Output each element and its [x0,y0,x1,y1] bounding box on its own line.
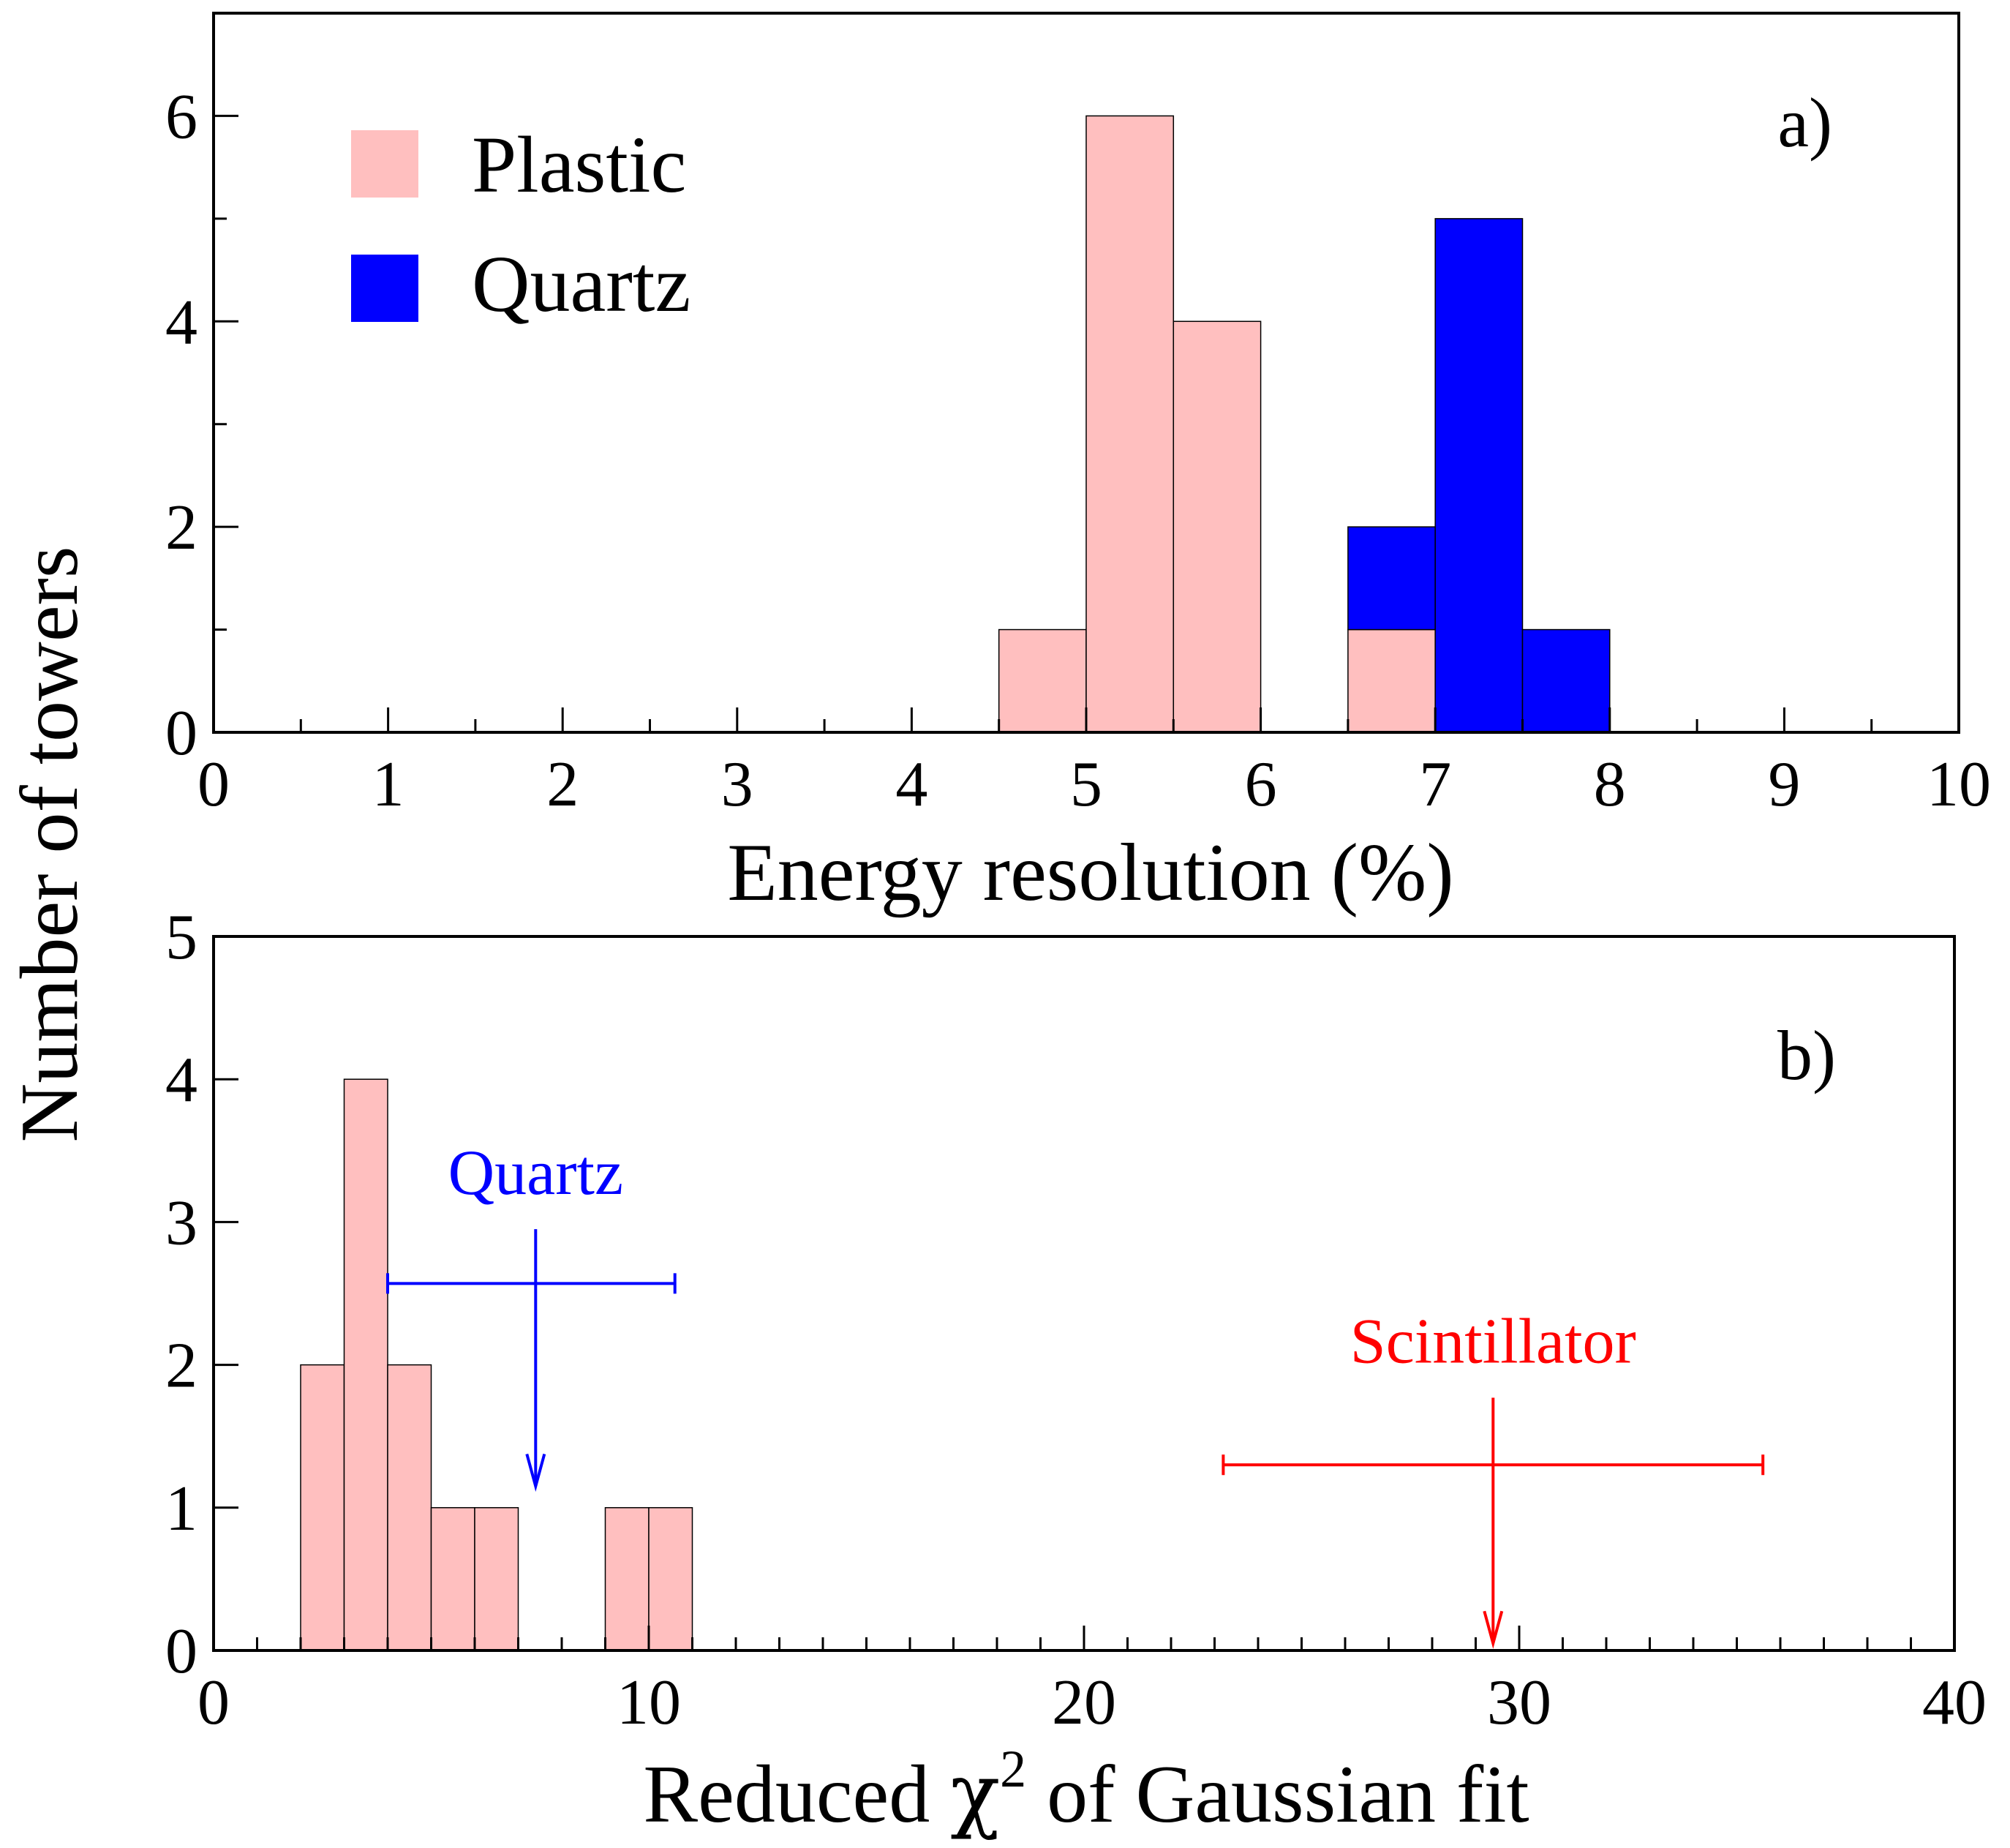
bar-plastic-3 [343,1078,388,1651]
legend-label-plastic: Plastic [472,120,686,209]
bar-plastic-9 [604,1507,650,1651]
annotation-label: Quartz [448,1138,623,1209]
panel-b-x-axis-label: Reduced χ2 of Gaussian fit [643,1740,1529,1841]
panel-a-x-axis-label: Energy resolution (%) [727,827,1453,918]
panel-a-x-tick-labels: 0 1 2 3 4 5 6 7 8 9 10 [197,749,1991,820]
panel-a-label: a) [1777,83,1832,162]
arrow-head [1483,1610,1504,1649]
bar-quartz-6.5 [1347,526,1436,631]
x-label-chi-symbol: χ [950,1746,1000,1841]
y-tick-label: 0 [165,698,197,769]
x-tick-label: 10 [617,1667,681,1738]
bar-plastic-5 [430,1507,475,1651]
bar-plastic-6.5 [1347,628,1436,733]
panel-a-bars [998,115,1611,733]
x-tick-label: 6 [1245,749,1277,820]
legend-swatch-plastic [351,130,418,198]
panel-a-frame [212,12,1960,734]
y-tick-label: 4 [165,287,197,358]
y-tick-label: 2 [165,1331,197,1402]
bar-quartz-7.5 [1521,628,1611,733]
bar-plastic-5.5 [1172,320,1262,733]
x-label-prefix: Reduced [643,1749,950,1840]
x-tick-label: 40 [1922,1667,1987,1738]
x-tick-label: 9 [1768,749,1800,820]
legend: Plastic Quartz [351,120,690,328]
annotation-label: Scintillator [1350,1306,1636,1377]
panel-b-x-tick-labels: 0 10 20 30 40 [197,1667,1987,1738]
x-tick-label: 10 [1927,749,1991,820]
x-label-suffix: of Gaussian fit [1026,1749,1529,1840]
x-tick-label: 4 [895,749,927,820]
x-tick-label: 1 [372,749,404,820]
x-tick-label: 5 [1070,749,1102,820]
x-label-superscript: 2 [1000,1740,1026,1798]
y-tick-label: 5 [165,902,197,973]
bar-plastic-4.5 [998,628,1087,733]
x-tick-label: 30 [1487,1667,1551,1738]
panel-b-label: b) [1777,1016,1836,1094]
y-tick-label: 1 [165,1473,197,1544]
y-axis-label: Number of towers [4,546,95,1143]
panel-b-frame [212,935,1956,1652]
y-tick-label: 0 [165,1616,197,1687]
panel-b-annotations: Quartz Scintillator [386,1138,1765,1649]
x-tick-label: 2 [546,749,579,820]
panel-b-y-tick-labels: 0 1 2 3 4 5 [165,902,197,1687]
x-tick-label: 7 [1419,749,1451,820]
bar-quartz-7 [1434,218,1524,733]
legend-swatch-quartz [351,255,418,322]
arrow-head [525,1453,546,1492]
y-tick-label: 6 [165,81,197,152]
x-tick-label: 3 [721,749,753,820]
y-tick-label: 2 [165,492,197,563]
bar-plastic-5 [1085,115,1175,733]
legend-label-quartz: Quartz [472,239,690,328]
annotation-scintillator: Scintillator [1222,1306,1765,1649]
bar-plastic-10 [648,1507,693,1651]
x-tick-label: 0 [197,749,230,820]
bar-plastic-2 [300,1364,345,1651]
x-tick-label: 20 [1052,1667,1116,1738]
y-tick-label: 4 [165,1045,197,1116]
annotation-quartz: Quartz [386,1138,677,1492]
panel-a-y-tick-labels: 0 2 4 6 [165,81,197,769]
x-tick-label: 8 [1594,749,1626,820]
x-tick-label: 0 [197,1667,230,1738]
bar-plastic-6 [474,1507,519,1651]
bar-plastic-4 [387,1364,432,1651]
y-tick-label: 3 [165,1187,197,1258]
